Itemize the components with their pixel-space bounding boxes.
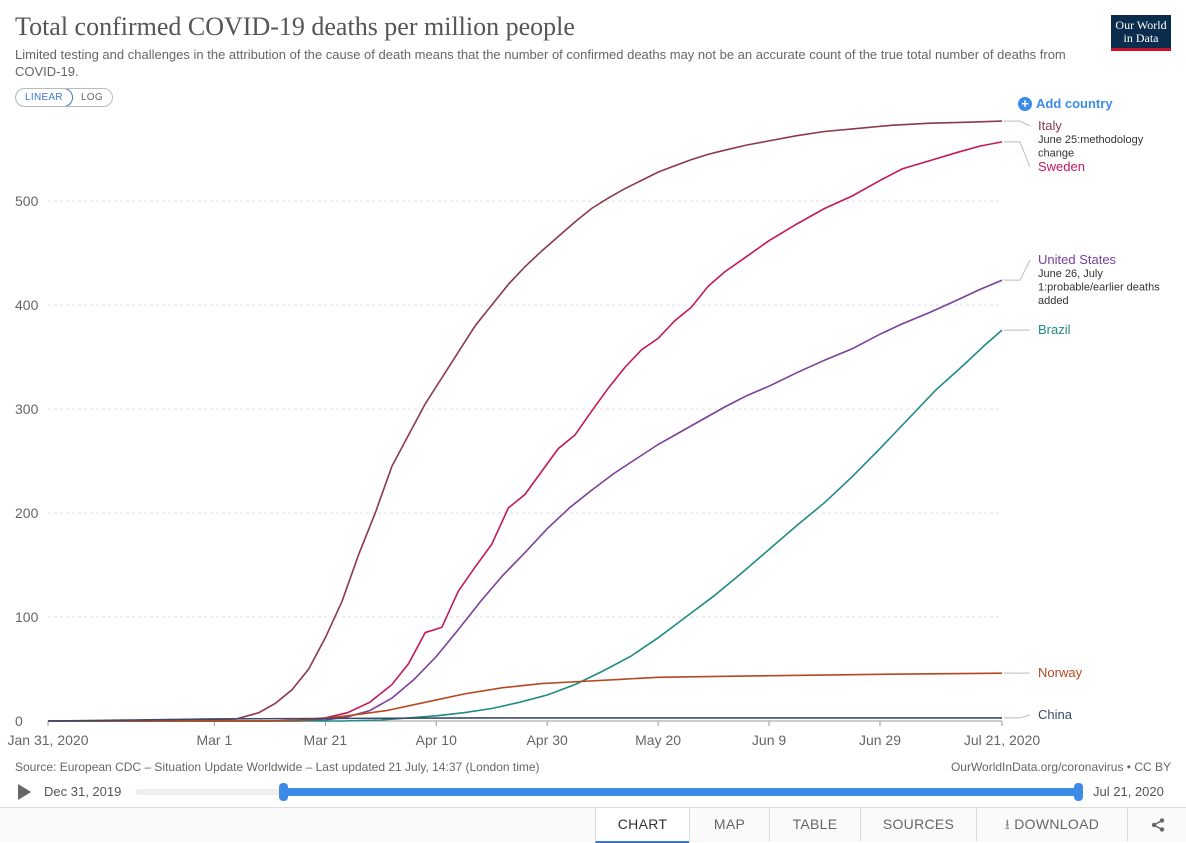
series-label-sweden: Sweden <box>1038 159 1085 174</box>
series-annotation: June 26, July <box>1038 268 1103 280</box>
series-annotation: change <box>1038 148 1074 160</box>
label-connector <box>1004 260 1030 280</box>
series-label-italy: Italy <box>1038 118 1062 133</box>
x-tick-label: Mar 21 <box>304 732 348 748</box>
y-tick-label: 300 <box>15 401 39 417</box>
y-tick-label: 400 <box>15 297 39 313</box>
y-axis-ticks: 0 100 200 300 400 500 <box>15 193 39 729</box>
share-button[interactable] <box>1127 808 1186 841</box>
series-line-norway <box>48 673 1002 721</box>
series-line-united-states <box>48 280 1002 721</box>
timeline-end-handle[interactable] <box>1074 783 1083 801</box>
timeline-range[interactable] <box>283 788 1078 796</box>
x-axis-ticks: Jan 31, 2020 Mar 1 Mar 21 Apr 10 Apr 30 May 2… <box>8 721 1041 748</box>
x-tick-label: Mar 1 <box>196 732 232 748</box>
series-annotation: June 25:methodology <box>1038 134 1144 146</box>
x-tick-label: Apr 30 <box>527 732 568 748</box>
series-lines <box>48 121 1002 721</box>
x-tick-label: Jun 29 <box>859 732 901 748</box>
label-connector <box>1004 715 1030 718</box>
share-icon <box>1151 818 1165 832</box>
x-tick-label: Apr 10 <box>416 732 457 748</box>
play-icon[interactable] <box>18 784 31 800</box>
series-line-italy <box>48 121 1002 721</box>
series-label-china: China <box>1038 707 1073 722</box>
series-line-brazil <box>48 330 1002 721</box>
grid-lines <box>48 201 1002 721</box>
y-tick-label: 100 <box>15 609 39 625</box>
tab-bar: CHART MAP TABLE SOURCES ⭳ DOWNLOAD <box>0 807 1186 842</box>
tab-map[interactable]: MAP <box>689 808 769 841</box>
timeline-start-handle[interactable] <box>279 783 288 801</box>
series-label-brazil: Brazil <box>1038 322 1071 337</box>
source-note: Source: European CDC – Situation Update … <box>15 760 540 774</box>
tab-download-label: DOWNLOAD <box>1014 816 1099 832</box>
line-chart: 0 100 200 300 400 500 Jan 31, 2020 Mar 1 Mar 21… <box>0 0 1186 760</box>
download-icon: ⭳ <box>1005 816 1010 832</box>
series-label-norway: Norway <box>1038 665 1083 680</box>
tab-download[interactable]: ⭳ DOWNLOAD <box>976 808 1127 841</box>
x-tick-label: Jan 31, 2020 <box>8 732 89 748</box>
y-tick-label: 200 <box>15 505 39 521</box>
label-connector <box>1004 121 1030 126</box>
source-url[interactable]: OurWorldInData.org/coronavirus • CC BY <box>951 760 1171 774</box>
x-tick-label: Jul 21, 2020 <box>964 732 1040 748</box>
series-line-sweden <box>48 142 1002 721</box>
y-tick-label: 500 <box>15 193 39 209</box>
label-connector <box>1004 142 1030 167</box>
y-tick-label: 0 <box>15 713 23 729</box>
x-tick-label: May 20 <box>635 732 681 748</box>
series-annotation: 1:probable/earlier deaths <box>1038 282 1160 294</box>
series-annotation: added <box>1038 295 1069 307</box>
tab-chart[interactable]: CHART <box>595 808 689 843</box>
timeline-start-label: Dec 31, 2019 <box>44 784 121 799</box>
x-tick-label: Jun 9 <box>752 732 786 748</box>
tab-table[interactable]: TABLE <box>769 808 860 841</box>
series-label-united-states: United States <box>1038 252 1117 267</box>
timeline-end-label: Jul 21, 2020 <box>1093 784 1164 799</box>
timeline: Dec 31, 2019 Jul 21, 2020 <box>0 778 1186 806</box>
tab-sources[interactable]: SOURCES <box>860 808 976 841</box>
